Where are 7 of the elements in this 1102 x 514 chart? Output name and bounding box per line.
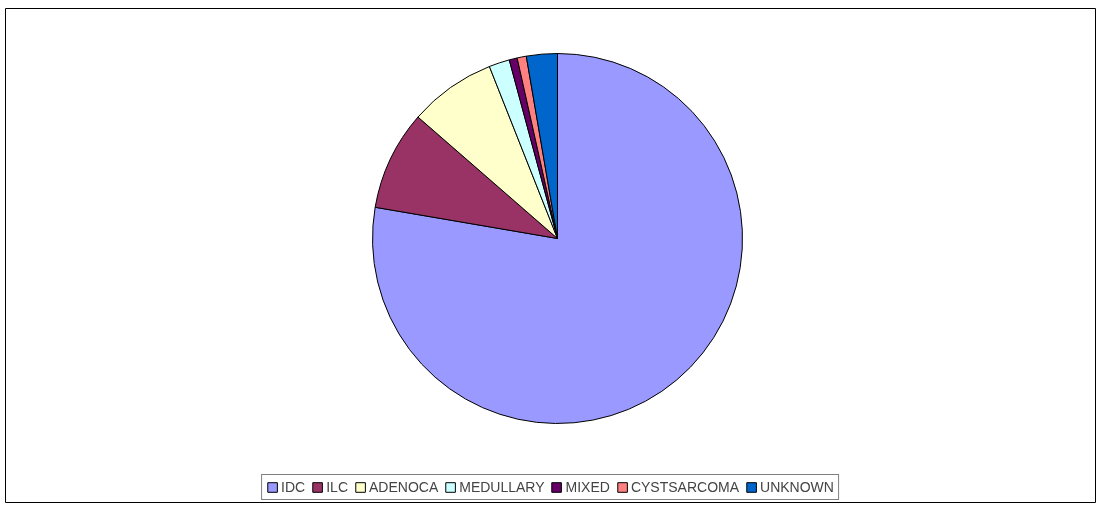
legend-label: UNKNOWN	[760, 479, 834, 495]
legend-label: MEDULLARY	[459, 479, 545, 495]
legend-label: ILC	[326, 479, 348, 495]
legend-label: MIXED	[565, 479, 610, 495]
legend-label: ADENOCA	[369, 479, 439, 495]
legend-label: IDC	[281, 479, 306, 495]
legend-label: CYSTSARCOMA	[630, 479, 740, 495]
